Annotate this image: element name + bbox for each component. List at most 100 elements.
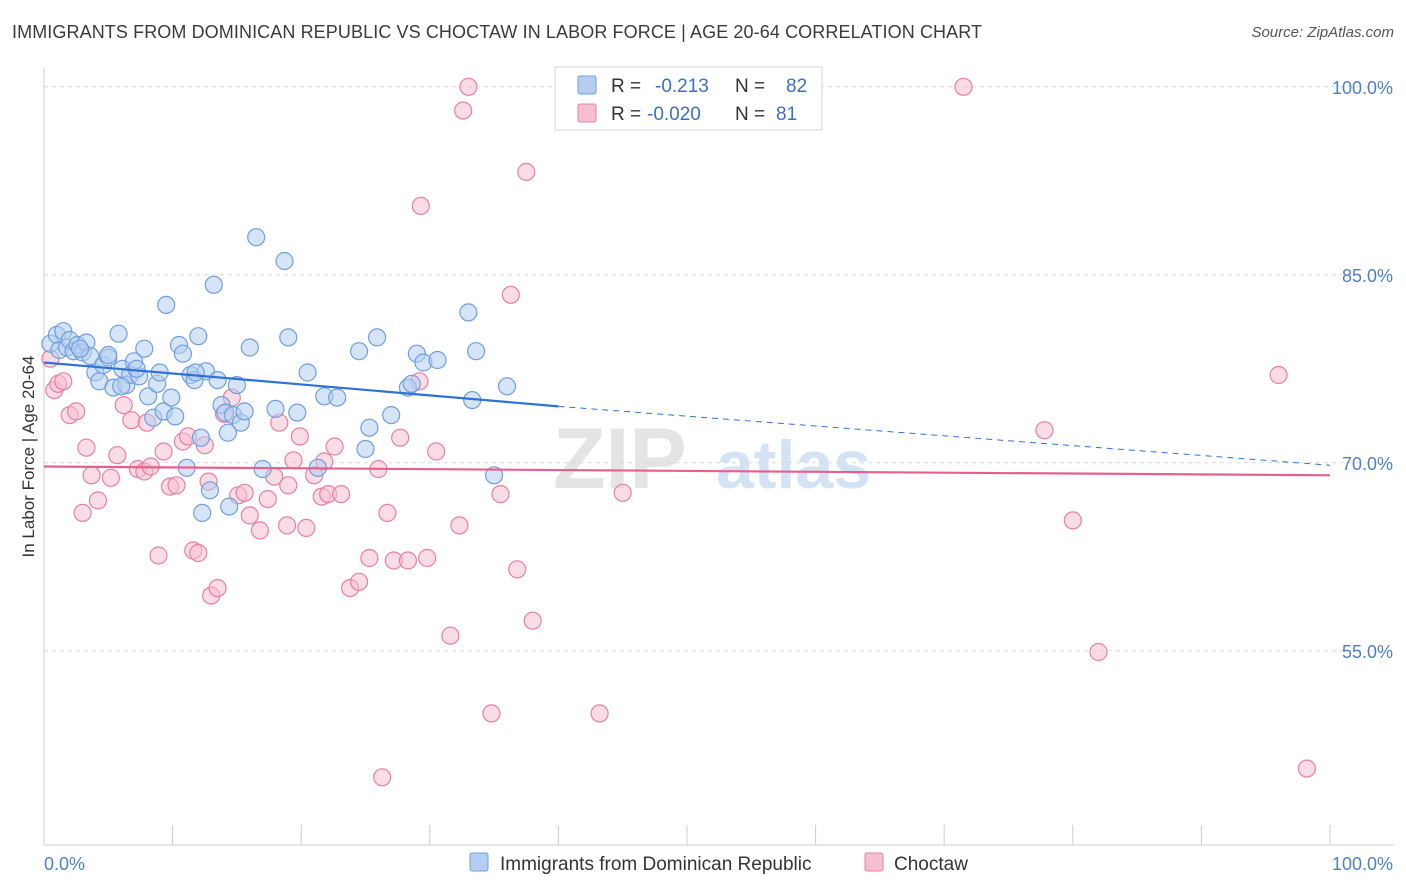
data-point	[1089, 642, 1108, 662]
data-point	[167, 476, 186, 495]
data-point	[368, 328, 387, 347]
data-point	[135, 339, 154, 358]
data-point	[279, 328, 298, 347]
x-tick-label-max: 100.0%	[1332, 854, 1393, 874]
data-point	[157, 295, 176, 314]
data-point	[112, 377, 131, 396]
bottom-legend-label-choctaw: Choctaw	[894, 854, 968, 875]
data-point	[240, 338, 259, 357]
data-point	[298, 363, 317, 382]
data-point	[139, 387, 158, 406]
legend-r-value-1: -0.213	[655, 76, 709, 97]
data-point	[278, 516, 297, 535]
data-point	[428, 350, 447, 370]
data-point	[1063, 511, 1082, 530]
data-point	[149, 546, 168, 565]
legend-swatch-pink	[577, 103, 597, 123]
data-point	[279, 476, 298, 495]
data-point	[288, 403, 307, 422]
data-point	[508, 560, 527, 579]
data-point	[450, 516, 469, 535]
data-point	[218, 423, 237, 442]
data-point	[258, 490, 277, 509]
data-point	[590, 704, 609, 723]
data-point	[613, 483, 632, 502]
data-point	[467, 342, 486, 361]
data-point	[247, 228, 266, 247]
data-point	[350, 572, 369, 591]
trend-line-dominican-extrapolated	[558, 405, 1331, 466]
watermark-atlas: atlas	[716, 427, 871, 503]
bottom-legend: Immigrants from Dominican Republic Choct…	[469, 852, 968, 875]
data-point	[77, 438, 96, 457]
data-point	[523, 611, 542, 630]
axes	[43, 68, 1394, 846]
y-axis-label: In Labor Force | Age 20-64	[19, 356, 38, 558]
data-point	[200, 481, 219, 500]
trend-line-dominican	[43, 361, 559, 408]
data-point	[166, 407, 185, 426]
data-point	[82, 466, 101, 485]
data-point	[240, 506, 259, 525]
data-point	[67, 402, 86, 421]
data-point	[398, 551, 417, 570]
data-point	[88, 491, 108, 510]
data-point	[101, 468, 121, 487]
data-point	[382, 406, 401, 425]
data-point	[99, 345, 118, 365]
y-tick-labels: 55.0% 70.0% 85.0% 100.0%	[1332, 78, 1393, 662]
y-tick-label: 100.0%	[1332, 78, 1393, 98]
gridlines	[44, 86, 1394, 652]
data-point	[459, 303, 478, 322]
trend-lines	[43, 361, 1331, 477]
data-point	[191, 428, 210, 447]
legend-box: R = -0.213 N = 82 R = -0.020 N = 81	[554, 66, 823, 131]
data-point	[402, 374, 421, 393]
data-point	[501, 285, 520, 304]
legend-r-label-2: R =	[611, 104, 641, 125]
data-point	[373, 768, 392, 787]
data-point	[459, 77, 478, 96]
data-point	[350, 342, 369, 361]
data-point	[186, 363, 205, 382]
data-point	[328, 388, 347, 407]
bottom-legend-swatch-blue	[469, 852, 489, 872]
data-point	[250, 521, 270, 540]
x-tick-label-min: 0.0%	[44, 854, 85, 874]
data-point	[235, 483, 254, 502]
legend-n-label-1: N =	[735, 76, 765, 97]
data-point	[73, 503, 92, 523]
data-point	[109, 324, 128, 343]
data-point	[193, 503, 212, 523]
data-point	[454, 101, 473, 120]
legend-n-label-2: N =	[735, 104, 765, 125]
legend-r-value-2: -0.020	[647, 104, 701, 125]
data-point	[517, 162, 536, 182]
data-point	[325, 437, 344, 456]
data-point	[266, 399, 285, 418]
data-point	[208, 578, 227, 598]
data-point	[427, 442, 446, 461]
data-point	[482, 704, 501, 723]
y-tick-label: 70.0%	[1342, 454, 1393, 474]
data-point	[204, 275, 223, 294]
data-point	[173, 344, 192, 363]
legend-r-label-1: R =	[611, 76, 641, 97]
data-point	[1269, 365, 1288, 385]
bottom-legend-swatch-pink	[864, 852, 884, 872]
data-point	[391, 428, 410, 447]
data-point	[1297, 759, 1317, 778]
series-dominican-points	[41, 228, 517, 523]
data-point	[497, 377, 517, 396]
data-point	[208, 371, 227, 390]
legend-n-value-1: 82	[786, 76, 807, 97]
y-tick-label: 55.0%	[1342, 642, 1393, 662]
x-tick-labels: 0.0% 100.0%	[44, 854, 1393, 874]
data-point	[54, 372, 73, 391]
data-point	[227, 376, 246, 395]
bottom-legend-label-dominican: Immigrants from Dominican Republic	[500, 854, 812, 875]
data-point	[162, 388, 181, 407]
data-point	[235, 402, 254, 421]
data-point	[189, 543, 208, 563]
